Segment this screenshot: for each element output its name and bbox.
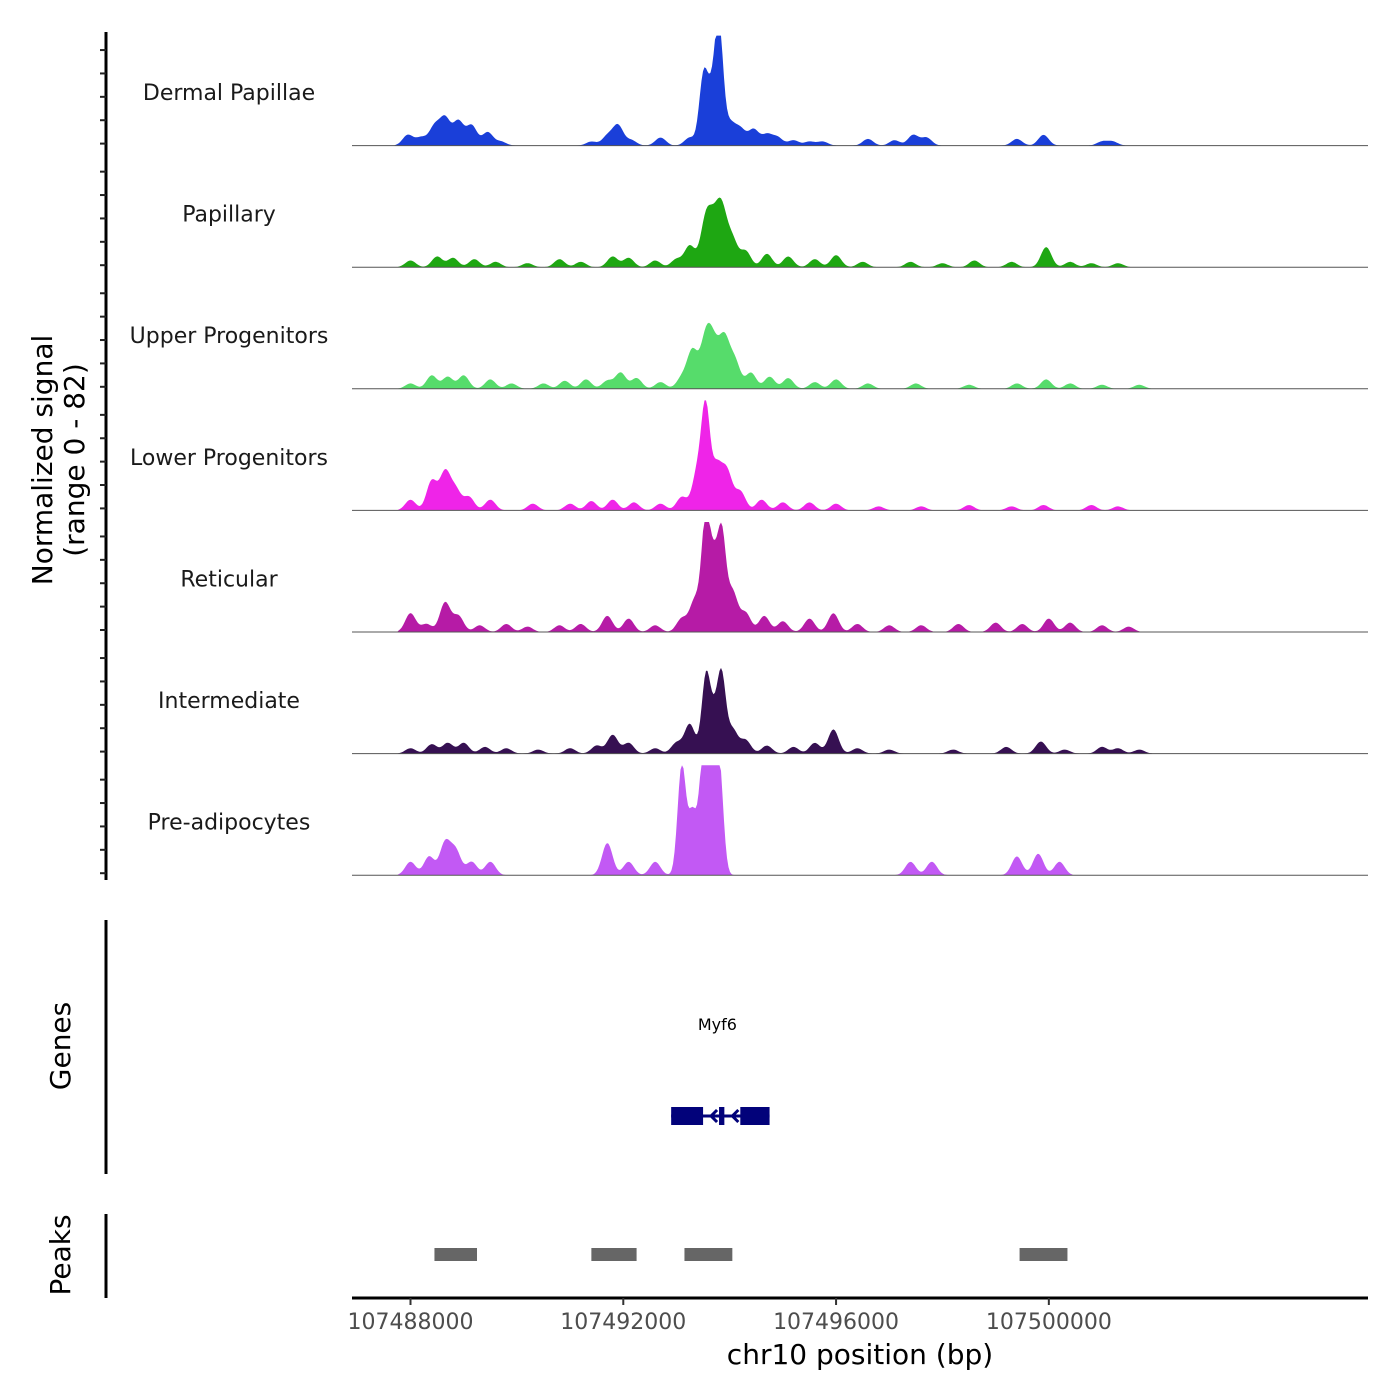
gene-myf6: Myf6 xyxy=(671,1015,770,1125)
strand-arrow xyxy=(708,1108,719,1124)
gene-exon xyxy=(671,1107,704,1125)
peak-region xyxy=(434,1248,478,1261)
track-intermediate: Intermediate xyxy=(158,667,1368,755)
track-upper-progenitors: Upper Progenitors xyxy=(130,322,1368,390)
track-label: Pre-adipocytes xyxy=(148,811,311,836)
track-reticular: Reticular xyxy=(180,522,1368,633)
signal-area xyxy=(352,322,1368,389)
track-label: Intermediate xyxy=(158,689,300,714)
gene-exon xyxy=(740,1107,770,1125)
signal-area xyxy=(352,35,1368,146)
track-label: Upper Progenitors xyxy=(130,324,329,349)
track-label: Lower Progenitors xyxy=(130,446,328,471)
x-tick-label: 107496000 xyxy=(773,1310,899,1335)
track-label: Reticular xyxy=(180,567,278,592)
track-dermal-papillae: Dermal Papillae xyxy=(143,35,1368,147)
signal-area xyxy=(352,522,1368,632)
genes-panel-title: Genes xyxy=(44,1002,77,1090)
track-label: Dermal Papillae xyxy=(143,81,315,106)
signal-area xyxy=(352,400,1368,511)
left-axes xyxy=(100,32,108,1298)
peak-region xyxy=(591,1248,637,1261)
peak-region xyxy=(684,1248,733,1261)
track-label: Papillary xyxy=(182,203,276,228)
y-axis-title-line-1: Normalized signal xyxy=(26,335,59,586)
y-axis-title-line-2: (range 0 - 82) xyxy=(58,363,91,557)
signal-area xyxy=(352,765,1368,876)
track-papillary: Papillary xyxy=(182,197,1368,268)
peaks-panel xyxy=(434,1248,1068,1261)
signal-area xyxy=(352,197,1368,268)
peaks-panel-title: Peaks xyxy=(44,1214,77,1295)
gene-name-label: Myf6 xyxy=(698,1015,737,1034)
x-tick-label: 107492000 xyxy=(560,1310,686,1335)
x-axis: 107488000 107492000 107496000 107500000 xyxy=(348,1296,1368,1335)
x-tick-label: 107488000 xyxy=(348,1310,474,1335)
x-axis-title: chr10 position (bp) xyxy=(727,1338,993,1371)
gene-panel: Myf6 xyxy=(671,1015,770,1125)
gene-exon xyxy=(719,1107,725,1125)
strand-arrow xyxy=(730,1108,740,1124)
x-tick-label: 107500000 xyxy=(986,1310,1112,1335)
peak-region xyxy=(1019,1248,1068,1261)
track-lower-progenitors: Lower Progenitors xyxy=(130,400,1368,511)
track-pre-adipocytes: Pre-adipocytes xyxy=(148,765,1368,876)
coverage-tracks: Dermal Papillae Papillary Upper Progenitor… xyxy=(130,35,1368,876)
